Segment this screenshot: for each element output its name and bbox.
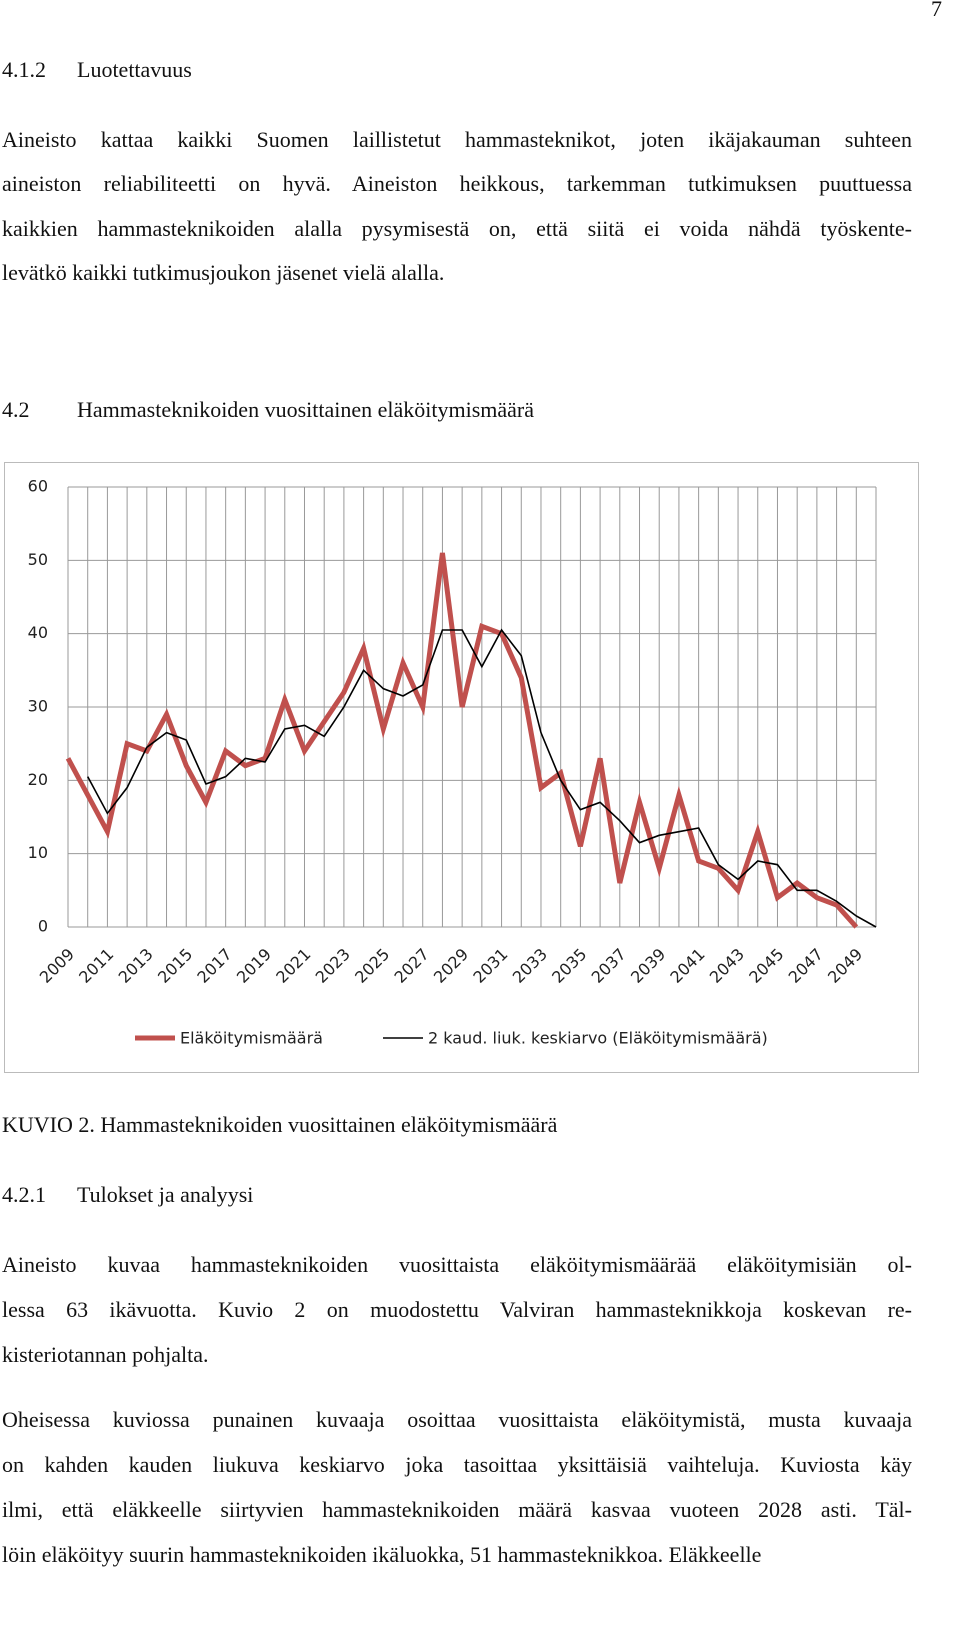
y-tick-label: 10 (28, 843, 48, 862)
text-line: Oheisessa kuviossa punainen kuvaaja osoi… (2, 1407, 912, 1432)
page-number: 7 (931, 0, 942, 21)
text-line: levätkö kaikki tutkimusjoukon jäsenet vi… (2, 259, 445, 285)
legend-label: 2 kaud. liuk. keskiarvo (Eläköitymismäär… (428, 1029, 768, 1048)
y-tick-label: 20 (28, 770, 48, 789)
text-line: Aineisto kuvaa hammasteknikoiden vuositt… (2, 1252, 912, 1277)
y-tick-label: 50 (28, 550, 48, 569)
y-tick-label: 60 (28, 477, 48, 496)
y-tick-label: 40 (28, 623, 48, 642)
series-line (65, 552, 859, 929)
text-line: löin eläköityy suurin hammasteknikoiden … (2, 1542, 762, 1567)
heading-title: Hammasteknikoiden vuosittainen eläköitym… (77, 397, 534, 422)
text-line: on kahden kauden liukuva keskiarvo joka … (2, 1452, 912, 1477)
text-line: ilmi, että eläkkeelle siirtyvien hammast… (2, 1497, 912, 1522)
chart: 0102030405060200920112013201520172019202… (4, 462, 919, 1073)
text-line: Aineisto kattaa kaikki Suomen laillistet… (2, 127, 912, 152)
text-line: kaikkien hammasteknikoiden alalla pysymi… (2, 215, 912, 241)
text-line: kisteriotannan pohjalta. (2, 1342, 209, 1367)
heading-number: 4.1.2 (2, 57, 46, 82)
heading-title: Luotettavuus (77, 57, 192, 82)
y-tick-label: 30 (28, 697, 48, 716)
text-line: lessa 63 ikävuotta. Kuvio 2 on muodostet… (2, 1297, 912, 1322)
heading-number: 4.2.1 (2, 1182, 46, 1207)
heading-number: 4.2 (2, 397, 30, 422)
legend-label: Eläköitymismäärä (180, 1029, 323, 1048)
chart-border (4, 462, 919, 1073)
heading-title: Tulokset ja analyysi (77, 1182, 254, 1207)
caption: KUVIO 2. Hammasteknikoiden vuosittainen … (2, 1112, 558, 1137)
series-line (87, 628, 877, 928)
y-tick-label: 0 (38, 917, 48, 936)
text-line: aineiston reliabiliteetti on hyvä. Ainei… (2, 171, 912, 197)
